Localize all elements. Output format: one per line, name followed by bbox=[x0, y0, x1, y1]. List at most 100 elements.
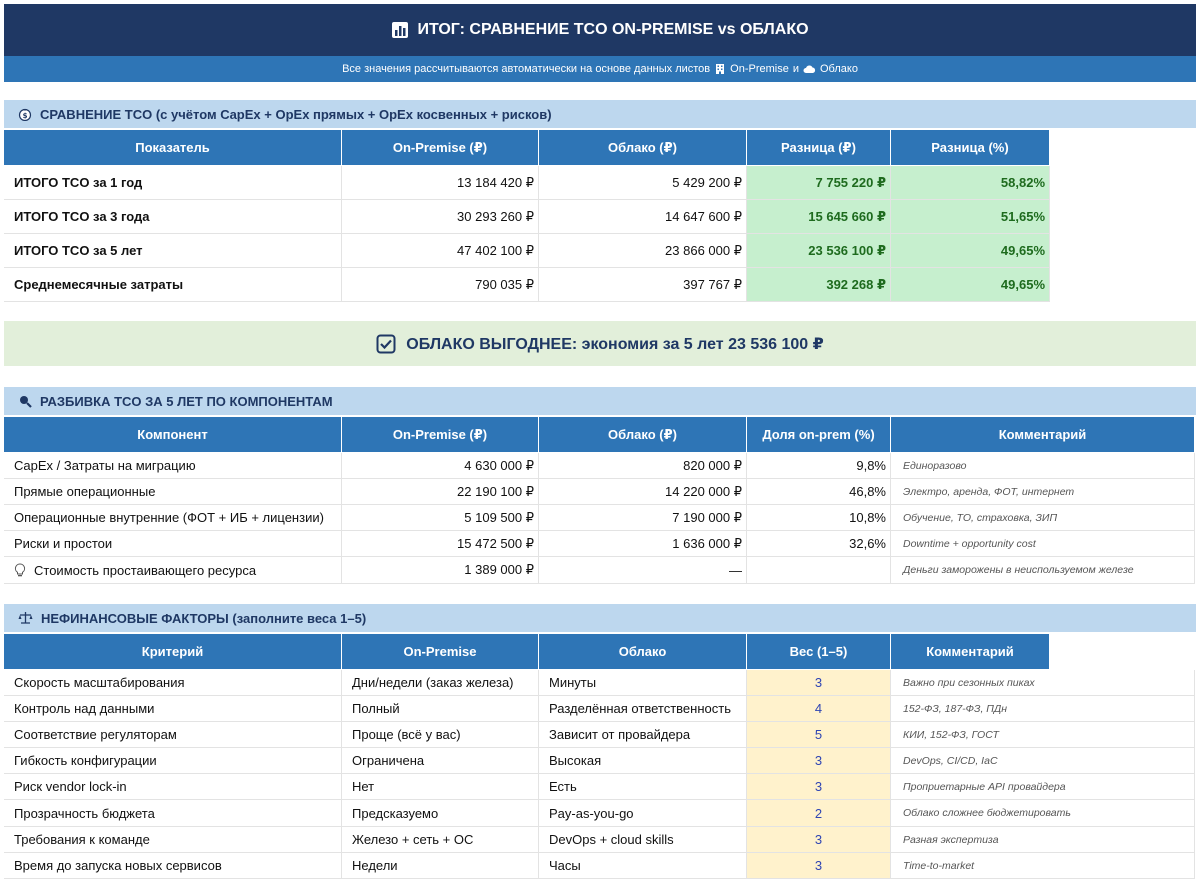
onprem-text[interactable]: Нет bbox=[342, 774, 539, 800]
weight-input[interactable]: 5 bbox=[747, 722, 891, 748]
criterion-label[interactable]: Скорость масштабирования bbox=[4, 670, 342, 696]
cloud-text[interactable]: Pay-as-you-go bbox=[539, 800, 747, 827]
cloud-text[interactable]: Разделённая ответственность bbox=[539, 696, 747, 722]
share-value[interactable] bbox=[747, 557, 891, 584]
onprem-text[interactable]: Железо + сеть + ОС bbox=[342, 827, 539, 853]
cloud-value[interactable]: 1 636 000 ₽ bbox=[539, 531, 747, 557]
diff-value[interactable]: 23 536 100 ₽ bbox=[747, 234, 891, 268]
onprem-value[interactable]: 1 389 000 ₽ bbox=[342, 557, 539, 584]
diff-value[interactable]: 392 268 ₽ bbox=[747, 268, 891, 302]
onprem-text[interactable]: Предсказуемо bbox=[342, 800, 539, 827]
comment-cell[interactable]: Важно при сезонных пиках bbox=[891, 670, 1195, 696]
component-label[interactable]: CapEx / Затраты на миграцию bbox=[4, 453, 342, 479]
weight-input[interactable]: 3 bbox=[747, 853, 891, 879]
weight-input[interactable]: 3 bbox=[747, 670, 891, 696]
row-label[interactable]: ИТОГО TCO за 3 года bbox=[4, 200, 342, 234]
component-label[interactable]: Риски и простои bbox=[4, 531, 342, 557]
section-title: РАЗБИВКА TCO ЗА 5 ЛЕТ ПО КОМПОНЕНТАМ bbox=[40, 393, 333, 409]
column-header: Компонент bbox=[4, 417, 342, 452]
cloud-value[interactable]: — bbox=[539, 557, 747, 584]
cloud-text[interactable]: Часы bbox=[539, 853, 747, 879]
onprem-value[interactable]: 790 035 ₽ bbox=[342, 268, 539, 302]
comment-cell[interactable]: Единоразово bbox=[891, 453, 1195, 479]
subtitle-sheet2: Облако bbox=[819, 63, 858, 75]
diff-percent[interactable]: 49,65% bbox=[891, 268, 1050, 302]
comment-cell[interactable]: Проприетарные API провайдера bbox=[891, 774, 1195, 800]
cloud-text[interactable]: Зависит от провайдера bbox=[539, 722, 747, 748]
share-value[interactable]: 10,8% bbox=[747, 505, 891, 531]
criterion-label[interactable]: Гибкость конфигурации bbox=[4, 748, 342, 774]
weight-input[interactable]: 3 bbox=[747, 774, 891, 800]
comment-cell[interactable]: DevOps, CI/CD, IaC bbox=[891, 748, 1195, 774]
onprem-text[interactable]: Дни/недели (заказ железа) bbox=[342, 670, 539, 696]
criterion-label[interactable]: Соответствие регуляторам bbox=[4, 722, 342, 748]
criterion-label[interactable]: Время до запуска новых сервисов bbox=[4, 853, 342, 879]
criterion-label[interactable]: Риск vendor lock-in bbox=[4, 774, 342, 800]
cloud-text[interactable]: Высокая bbox=[539, 748, 747, 774]
comment-cell[interactable]: Деньги заморожены в неиспользуемом желез… bbox=[891, 557, 1195, 584]
onprem-value[interactable]: 4 630 000 ₽ bbox=[342, 453, 539, 479]
section-breakdown: РАЗБИВКА TCO ЗА 5 ЛЕТ ПО КОМПОНЕНТАМ bbox=[4, 387, 1196, 415]
cloud-value[interactable]: 7 190 000 ₽ bbox=[539, 505, 747, 531]
comment-cell[interactable]: Разная экспертиза bbox=[891, 827, 1195, 853]
comment-cell[interactable]: Time-to-market bbox=[891, 853, 1195, 879]
comment-cell[interactable]: КИИ, 152-ФЗ, ГОСТ bbox=[891, 722, 1195, 748]
onprem-value[interactable]: 5 109 500 ₽ bbox=[342, 505, 539, 531]
subtitle-text: Все значения рассчитываются автоматическ… bbox=[342, 63, 711, 75]
column-header: Комментарий bbox=[891, 417, 1195, 452]
row-label[interactable]: ИТОГО TCO за 1 год bbox=[4, 166, 342, 200]
onprem-value[interactable]: 15 472 500 ₽ bbox=[342, 531, 539, 557]
share-value[interactable]: 46,8% bbox=[747, 479, 891, 505]
criterion-label[interactable]: Требования к команде bbox=[4, 827, 342, 853]
onprem-text[interactable]: Ограничена bbox=[342, 748, 539, 774]
comment-cell[interactable]: Электро, аренда, ФОТ, интернет bbox=[891, 479, 1195, 505]
component-label-cell[interactable]: Стоимость простаивающего ресурса bbox=[4, 557, 342, 584]
diff-percent[interactable]: 49,65% bbox=[891, 234, 1050, 268]
diff-percent[interactable]: 51,65% bbox=[891, 200, 1050, 234]
cloud-value[interactable]: 397 767 ₽ bbox=[539, 268, 747, 302]
share-value[interactable]: 9,8% bbox=[747, 453, 891, 479]
comment-cell[interactable]: 152-ФЗ, 187-ФЗ, ПДн bbox=[891, 696, 1195, 722]
onprem-value[interactable]: 22 190 100 ₽ bbox=[342, 479, 539, 505]
onprem-text[interactable]: Проще (всё у вас) bbox=[342, 722, 539, 748]
cloud-text[interactable]: DevOps + cloud skills bbox=[539, 827, 747, 853]
cloud-value[interactable]: 23 866 000 ₽ bbox=[539, 234, 747, 268]
tco-table-header: Показатель On-Premise (₽) Облако (₽) Раз… bbox=[4, 130, 1050, 165]
row-label[interactable]: ИТОГО TCO за 5 лет bbox=[4, 234, 342, 268]
cloud-text[interactable]: Минуты bbox=[539, 670, 747, 696]
diff-value[interactable]: 7 755 220 ₽ bbox=[747, 166, 891, 200]
subtitle-bar: Все значения рассчитываются автоматическ… bbox=[4, 56, 1196, 82]
table-row: Среднемесячные затраты 790 035 ₽ 397 767… bbox=[4, 268, 1050, 302]
money-bag-icon: $ bbox=[18, 107, 32, 121]
onprem-text[interactable]: Недели bbox=[342, 853, 539, 879]
cloud-value[interactable]: 14 220 000 ₽ bbox=[539, 479, 747, 505]
weight-input[interactable]: 4 bbox=[747, 696, 891, 722]
onprem-value[interactable]: 13 184 420 ₽ bbox=[342, 166, 539, 200]
cloud-value[interactable]: 5 429 200 ₽ bbox=[539, 166, 747, 200]
cloud-value[interactable]: 14 647 600 ₽ bbox=[539, 200, 747, 234]
comment-cell[interactable]: Облако сложнее бюджетировать bbox=[891, 800, 1195, 827]
comment-cell[interactable]: Обучение, ТО, страховка, ЗИП bbox=[891, 505, 1195, 531]
row-label[interactable]: Среднемесячные затраты bbox=[4, 268, 342, 302]
weight-input[interactable]: 3 bbox=[747, 748, 891, 774]
onprem-value[interactable]: 47 402 100 ₽ bbox=[342, 234, 539, 268]
weight-input[interactable]: 2 bbox=[747, 800, 891, 827]
component-label[interactable]: Прямые операционные bbox=[4, 479, 342, 505]
criterion-label[interactable]: Прозрачность бюджета bbox=[4, 800, 342, 827]
table-row: Риск vendor lock-in Нет Есть 3 Проприета… bbox=[4, 774, 1195, 800]
diff-percent[interactable]: 58,82% bbox=[891, 166, 1050, 200]
cloud-text[interactable]: Есть bbox=[539, 774, 747, 800]
weight-input[interactable]: 3 bbox=[747, 827, 891, 853]
cloud-value[interactable]: 820 000 ₽ bbox=[539, 453, 747, 479]
share-value[interactable]: 32,6% bbox=[747, 531, 891, 557]
table-row: CapEx / Затраты на миграцию 4 630 000 ₽ … bbox=[4, 453, 1195, 479]
comment-cell[interactable]: Downtime + opportunity cost bbox=[891, 531, 1195, 557]
section-nonfinancial: НЕФИНАНСОВЫЕ ФАКТОРЫ (заполните веса 1–5… bbox=[4, 604, 1196, 632]
onprem-value[interactable]: 30 293 260 ₽ bbox=[342, 200, 539, 234]
table-row: Гибкость конфигурации Ограничена Высокая… bbox=[4, 748, 1195, 774]
diff-value[interactable]: 15 645 660 ₽ bbox=[747, 200, 891, 234]
criterion-label[interactable]: Контроль над данными bbox=[4, 696, 342, 722]
component-label[interactable]: Операционные внутренние (ФОТ + ИБ + лице… bbox=[4, 505, 342, 531]
onprem-text[interactable]: Полный bbox=[342, 696, 539, 722]
section-title: НЕФИНАНСОВЫЕ ФАКТОРЫ (заполните веса 1–5… bbox=[41, 610, 367, 626]
